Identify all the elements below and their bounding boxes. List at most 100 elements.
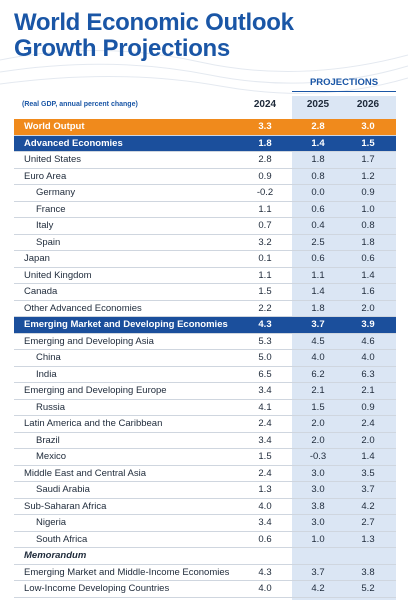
table-row: United States 2.8 1.8 1.7 [14,152,396,169]
table-row: Advanced Economies 1.8 1.4 1.5 [14,135,396,152]
table-row: Germany -0.2 0.0 0.9 [14,185,396,202]
cell-value: 3.0 [311,517,325,528]
table-row: Japan 0.1 0.6 0.6 [14,251,396,268]
cell-value: 4.0 [361,352,375,363]
row-label: Canada [24,286,58,297]
cell-value: 5.2 [361,583,375,594]
cell-value: 1.4 [361,451,375,462]
cell-value: 5.0 [258,352,272,363]
table-row: Emerging and Developing Europe 3.4 2.1 2.1 [14,383,396,400]
row-label: China [36,352,61,363]
cell-value: 3.0 [311,467,325,479]
cell-value: 1.8 [311,154,325,165]
table-row: South Africa 0.6 1.0 1.3 [14,532,396,548]
table-row: Euro Area 0.9 0.8 1.2 [14,169,396,185]
unit-note: (Real GDP, annual percent change) [22,101,138,108]
table-row: Middle East and Central Asia 2.4 3.0 3.5 [14,466,396,482]
table-row: Emerging Market and Developing Economies… [14,317,396,334]
cell-value: 2.2 [258,302,272,314]
table-row: Italy 0.7 0.4 0.8 [14,218,396,235]
cell-value: 2.8 [258,154,272,165]
cell-value: 2.4 [258,418,272,429]
cell-value: 3.0 [311,484,325,495]
table-row: Brazil 3.4 2.0 2.0 [14,433,396,449]
table-row: Other Advanced Economies 2.2 1.8 2.0 [14,301,396,317]
cell-value: 2.8 [311,121,325,132]
cell-value: 1.0 [361,203,375,215]
cell-value: 3.5 [361,467,375,479]
row-label: Latin America and the Caribbean [24,418,163,429]
projection-shade [292,96,396,600]
cell-value: 0.8 [361,220,375,231]
cell-value: 0.9 [361,187,375,198]
cell-value: 2.7 [361,517,375,528]
row-label: Japan [24,253,50,264]
cell-value: 3.3 [258,121,272,132]
row-label: Russia [36,401,66,413]
cell-value: 0.4 [311,220,325,231]
cell-value: 2.0 [311,434,325,446]
cell-value: 4.3 [258,566,272,578]
table-row: Nigeria 3.4 3.0 2.7 [14,515,396,532]
cell-value: 5.3 [258,335,272,347]
cell-value: 1.5 [258,286,272,297]
cell-value: 3.9 [361,319,375,330]
cell-value: 0.6 [311,203,325,215]
cell-value: 1.1 [311,269,325,281]
cell-value: 2.0 [361,434,375,446]
cell-value: 1.5 [361,137,375,149]
row-label: Middle East and Central Asia [24,467,146,479]
cell-value: 4.3 [258,319,272,330]
table-row: Russia 4.1 1.5 0.9 [14,400,396,416]
cell-value: 4.1 [258,401,272,413]
row-label: France [36,203,66,215]
cell-value: 1.0 [311,533,325,545]
cell-value: 1.4 [361,269,375,281]
row-label: United Kingdom [24,269,92,281]
row-label: Emerging Market and Developing Economies [24,319,228,330]
row-label: Emerging and Developing Europe [24,385,167,396]
cell-value: 1.6 [361,286,375,297]
cell-value: 1.4 [311,137,325,149]
cell-value: 1.8 [258,137,272,149]
cell-value: 2.1 [361,385,375,396]
table-row: India 6.5 6.2 6.3 [14,367,396,383]
year: 2025 [306,99,330,110]
table-row: United Kingdom 1.1 1.1 1.4 [14,268,396,284]
row-label: Euro Area [24,170,67,182]
row-label: Mexico [36,451,67,462]
table-row: Low-Income Developing Countries 4.0 4.2 5.2 [14,581,396,598]
table-row: France 1.1 0.6 1.0 [14,202,396,218]
cell-value: 4.6 [361,335,375,347]
cell-value: 1.1 [258,203,272,215]
cell-value: 6.5 [258,368,272,380]
table-row: Canada 1.5 1.4 1.6 [14,284,396,301]
table-row: Latin America and the Caribbean 2.4 2.0 2.4 [14,416,396,433]
cell-value: 0.9 [361,401,375,413]
cell-value: 1.2 [361,170,375,182]
cell-value: 2.4 [258,467,272,479]
cell-value: 2.0 [311,418,325,429]
cell-value: 2.5 [311,236,325,248]
year: 2026 [356,99,380,110]
row-label: Other Advanced Economies [24,302,142,314]
cell-value: 3.4 [258,385,272,396]
cell-value: 3.7 [311,319,325,330]
cell-value: 0.6 [258,533,272,545]
table-row: Spain 3.2 2.5 1.8 [14,235,396,251]
cell-value: 3.7 [361,484,375,495]
row-label: India [36,368,57,380]
cell-value: 6.2 [311,368,325,380]
cell-value: 4.2 [361,500,375,512]
cell-value: 4.5 [311,335,325,347]
cell-value: 0.6 [311,253,325,264]
cell-value: 6.3 [361,368,375,380]
row-label: Nigeria [36,517,67,528]
row-label: Brazil [36,434,60,446]
row-label: Memorandum [24,550,87,561]
row-label: Spain [36,236,61,248]
cell-value: 4.0 [311,352,325,363]
row-label: World Output [24,121,85,132]
row-label: Germany [36,187,76,198]
cell-value: 1.8 [361,236,375,248]
